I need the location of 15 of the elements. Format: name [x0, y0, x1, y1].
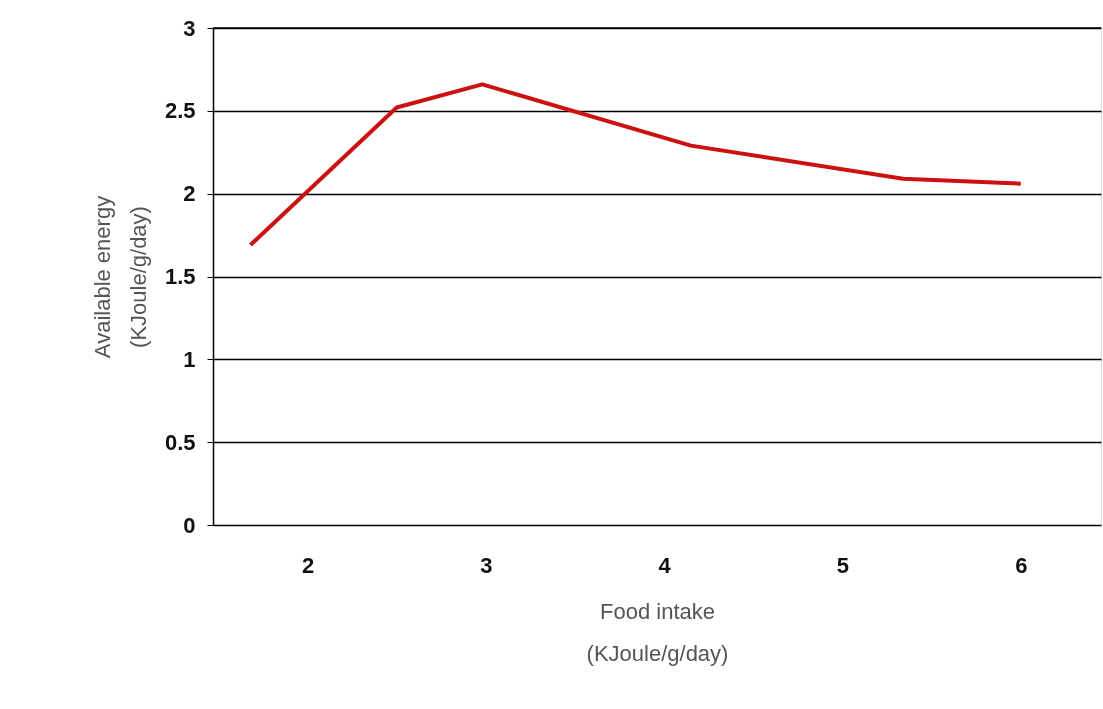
line-series	[248, 82, 1023, 248]
y-tick-label: 1.5	[164, 264, 196, 289]
x-tick-label: 5	[836, 552, 850, 578]
y-tick-label: 2	[183, 181, 196, 207]
x-tick-label: 6	[1015, 552, 1028, 578]
y-tick-label: 1	[183, 346, 196, 372]
x-tick-label: 4	[658, 552, 672, 578]
x-axis-title: Food intake (KJoule/g/day)	[586, 598, 729, 666]
x-tick-label: 3	[480, 552, 493, 578]
y-tick-label: 0.5	[164, 429, 196, 455]
y-tick-label: 0	[183, 512, 196, 538]
y-axis-title: Available energy (KJoule/g/day)	[89, 195, 151, 359]
x-tick-label: 2	[301, 552, 315, 578]
y-tick-label: 2.5	[164, 98, 196, 124]
y-tick-label: 3	[183, 15, 196, 41]
